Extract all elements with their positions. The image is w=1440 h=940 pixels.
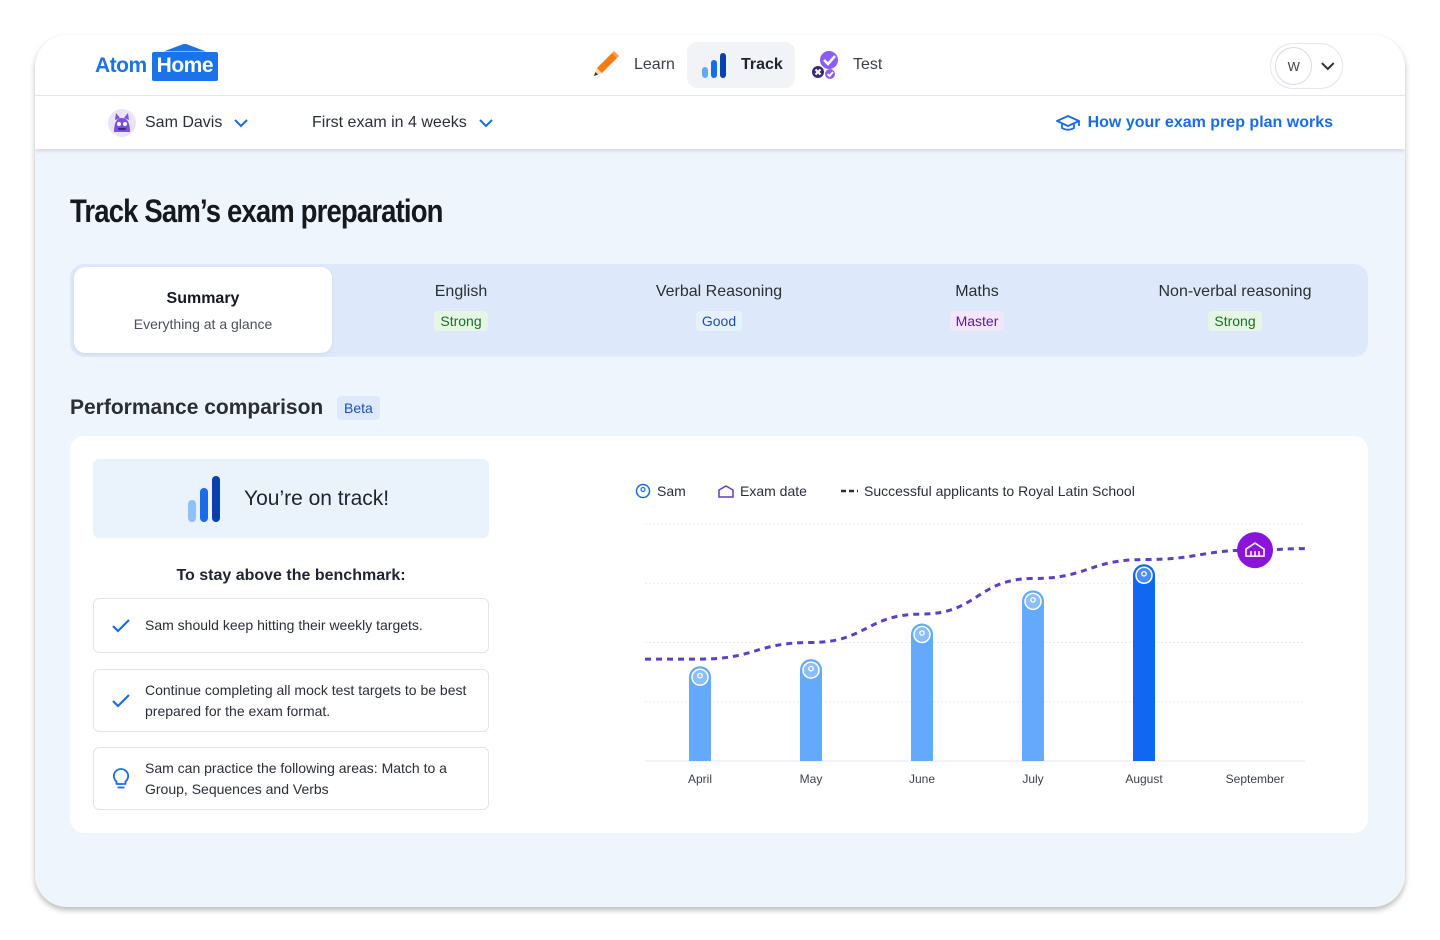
checklist-icon xyxy=(812,51,838,79)
user-avatar: W xyxy=(1275,47,1313,85)
on-track-banner: You’re on track! xyxy=(93,459,489,538)
status-badge: Master xyxy=(949,311,1005,331)
status-badge: Strong xyxy=(434,311,488,331)
subject-tabs: Summary Everything at a glance English S… xyxy=(70,264,1368,357)
legend-sam: Sam xyxy=(657,483,686,499)
tab-verbal-title: Verbal Reasoning xyxy=(655,283,783,300)
nav-track-label: Track xyxy=(741,56,783,73)
nav-learn[interactable]: Learn xyxy=(576,42,687,88)
nav-learn-label: Learn xyxy=(634,56,675,73)
performance-card: You’re on track! To stay above the bench… xyxy=(70,436,1368,833)
bar-chart-icon xyxy=(188,476,220,522)
tip-text: Continue completing all mock test target… xyxy=(145,681,467,719)
chevron-down-icon xyxy=(1321,62,1335,71)
on-track-status: You’re on track! xyxy=(244,486,390,510)
student-selector[interactable]: Sam Davis xyxy=(107,96,250,149)
section-title: Performance comparison xyxy=(70,396,324,419)
sam-bar[interactable] xyxy=(689,666,711,761)
help-link-label: How your exam prep plan works xyxy=(1087,113,1333,131)
sam-bar[interactable] xyxy=(800,659,822,761)
sam-marker-icon xyxy=(635,483,651,499)
lightbulb-icon xyxy=(112,767,130,788)
check-icon xyxy=(112,618,130,633)
x-tick-label: August xyxy=(1125,772,1163,786)
x-tick-label: May xyxy=(800,772,823,786)
student-name: Sam Davis xyxy=(145,113,223,131)
pencil-icon xyxy=(594,51,619,76)
logo-atom-text: Atom xyxy=(95,54,147,77)
legend-exam-date: Exam date xyxy=(740,483,807,499)
tab-maths[interactable]: Maths Master xyxy=(848,267,1106,353)
chevron-down-icon xyxy=(479,118,493,127)
nav-track[interactable]: Track xyxy=(687,42,795,88)
sam-point-marker xyxy=(1135,566,1153,585)
tab-summary[interactable]: Summary Everything at a glance xyxy=(74,267,332,353)
atom-home-logo[interactable]: Atom Home xyxy=(95,50,219,82)
tab-english[interactable]: English Strong xyxy=(332,267,590,353)
sam-point-marker xyxy=(691,668,709,686)
legend-benchmark: Successful applicants to Royal Latin Sch… xyxy=(864,483,1135,499)
tip-text: Sam can practice the following areas: Ma… xyxy=(145,759,447,797)
performance-chart: Sam Exam date Successful applicants to R… xyxy=(635,483,1306,786)
logo-home-text: Home xyxy=(151,51,219,81)
x-tick-label: July xyxy=(1022,772,1043,786)
tab-summary-subtitle: Everything at a glance xyxy=(133,316,273,332)
exam-countdown: First exam in 4 weeks xyxy=(312,113,467,131)
account-menu-button[interactable]: W xyxy=(1270,43,1343,89)
bar-chart-icon xyxy=(702,53,726,78)
beta-badge: Beta xyxy=(337,396,380,420)
app-window: Atom Home Learn Track xyxy=(35,35,1405,907)
benchmark-line xyxy=(645,547,1306,661)
tab-nonverbal-title: Non-verbal reasoning xyxy=(1158,283,1312,300)
tab-english-title: English xyxy=(434,283,488,300)
x-tick-label: September xyxy=(1226,772,1285,786)
chevron-down-icon xyxy=(234,118,249,127)
tab-verbal-reasoning[interactable]: Verbal Reasoning Good xyxy=(590,267,848,353)
sam-bar[interactable] xyxy=(1022,590,1044,761)
exam-date-marker[interactable] xyxy=(1237,532,1273,569)
sam-bar[interactable] xyxy=(911,623,933,761)
tip-item: Sam can practice the following areas: Ma… xyxy=(93,747,489,810)
x-tick-label: June xyxy=(909,772,935,786)
x-tick-label: April xyxy=(688,772,712,786)
nav-test-label: Test xyxy=(853,56,883,73)
tab-maths-title: Maths xyxy=(955,283,999,300)
exam-prep-help-link[interactable]: How your exam prep plan works xyxy=(1055,96,1333,149)
chart-legend: Sam Exam date Successful applicants to R… xyxy=(635,483,1135,499)
school-icon xyxy=(718,485,734,498)
sam-point-marker xyxy=(913,625,931,644)
check-icon xyxy=(112,693,130,708)
tip-item: Sam should keep hitting their weekly tar… xyxy=(93,598,489,653)
graduation-cap-icon xyxy=(1055,114,1080,131)
sam-bar[interactable] xyxy=(1133,564,1155,761)
student-avatar-icon xyxy=(108,108,136,137)
tab-non-verbal-reasoning[interactable]: Non-verbal reasoning Strong xyxy=(1106,267,1364,353)
tab-summary-title: Summary xyxy=(166,290,240,307)
context-bar: Sam Davis First exam in 4 weeks How your… xyxy=(35,96,1405,149)
sam-point-marker xyxy=(1024,592,1042,611)
sam-point-marker xyxy=(802,661,820,679)
status-badge: Good xyxy=(695,311,743,331)
sam-marker-icon-head xyxy=(640,486,646,493)
page-title: Track Sam’s exam preparation xyxy=(70,193,443,229)
nav-test[interactable]: Test xyxy=(797,42,894,88)
exam-countdown-selector[interactable]: First exam in 4 weeks xyxy=(312,96,495,149)
tip-text: Sam should keep hitting their weekly tar… xyxy=(145,617,423,633)
benchmark-heading: To stay above the benchmark: xyxy=(176,567,406,584)
status-badge: Strong xyxy=(1208,311,1262,331)
tip-item: Continue completing all mock test target… xyxy=(93,669,489,732)
top-navigation-bar: Atom Home Learn Track xyxy=(35,35,1405,96)
